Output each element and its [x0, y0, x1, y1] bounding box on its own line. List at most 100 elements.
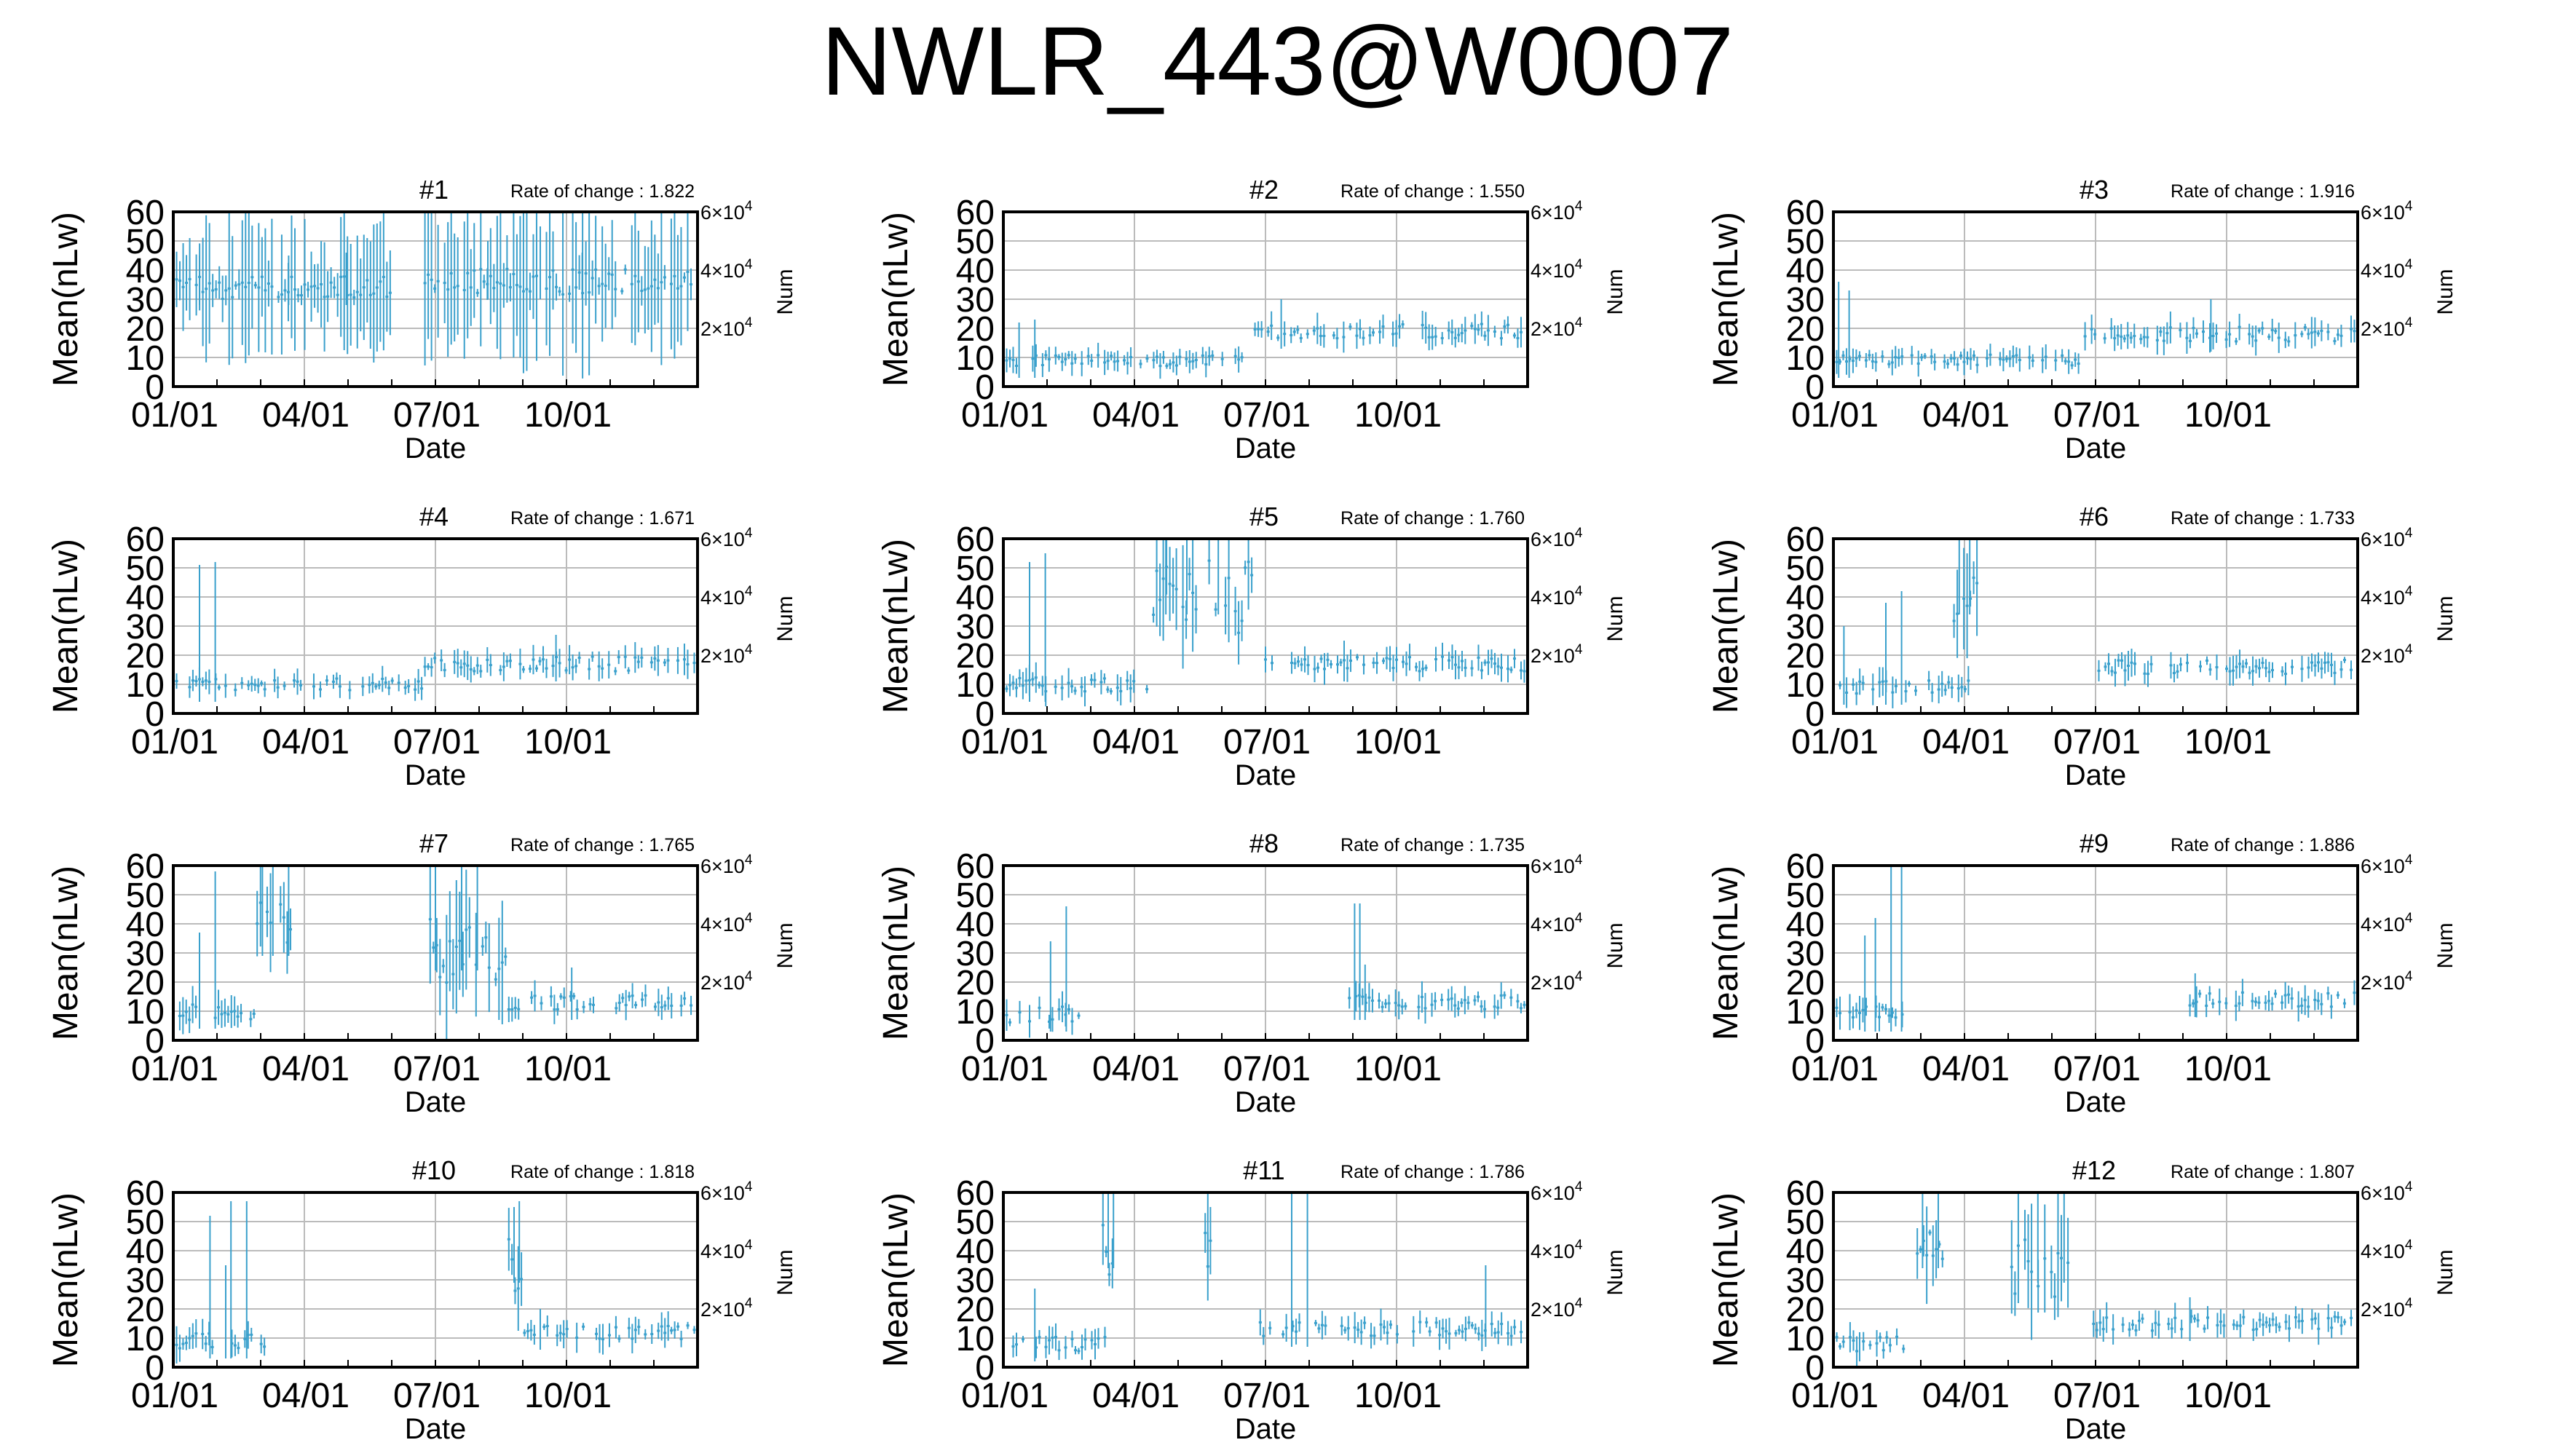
data-point — [178, 1015, 181, 1018]
data-point — [2280, 1001, 2284, 1004]
data-point — [263, 688, 266, 691]
y2-tick-label: 6×104 — [1531, 526, 1583, 550]
y-tick-label: 20 — [126, 964, 165, 1002]
series-marks — [1839, 539, 2353, 708]
x-tick-label: 04/01 — [262, 1377, 350, 1415]
x-tick-label: 04/01 — [1092, 1377, 1180, 1415]
data-point — [692, 1329, 696, 1332]
data-point — [1477, 656, 1480, 659]
data-point — [2264, 1001, 2267, 1004]
data-point — [2219, 1321, 2222, 1324]
data-point — [571, 268, 574, 271]
data-point — [2176, 670, 2179, 673]
data-point — [474, 963, 478, 966]
data-point — [598, 1337, 601, 1340]
data-point — [669, 282, 673, 285]
data-point — [650, 1333, 654, 1336]
data-point — [1107, 1273, 1111, 1276]
series-marks — [1002, 299, 1523, 379]
data-point — [2310, 661, 2313, 664]
x-tick-label: 07/01 — [393, 723, 481, 761]
data-point — [2101, 1328, 2105, 1331]
panel-title: #6 — [2080, 502, 2109, 531]
data-point — [1240, 620, 1244, 622]
data-point — [1284, 1326, 1288, 1329]
data-point — [427, 665, 430, 668]
data-point — [1835, 1006, 1839, 1009]
y-tick-label: 30 — [956, 608, 995, 646]
gridlines — [1833, 866, 2358, 1040]
y-tick-label: 30 — [956, 1262, 995, 1300]
data-point — [1402, 660, 1405, 663]
data-point — [2189, 1315, 2193, 1318]
data-point — [2192, 1002, 2195, 1005]
data-point — [1493, 331, 1496, 333]
data-point — [2170, 1327, 2173, 1330]
data-point — [2267, 670, 2271, 673]
data-point — [1364, 1001, 1367, 1004]
data-point — [682, 276, 686, 279]
data-point — [2313, 331, 2317, 333]
data-point — [1103, 361, 1107, 364]
data-point — [1868, 1344, 1872, 1347]
y-axis-label: Mean(nLw) — [877, 1192, 915, 1367]
data-point — [2103, 337, 2106, 340]
data-point — [1962, 360, 1966, 363]
data-point — [1463, 999, 1466, 1002]
data-point — [214, 288, 218, 290]
data-point — [2353, 330, 2356, 333]
x-axis-label: Date — [1235, 759, 1297, 791]
data-point — [1342, 336, 1346, 339]
series-marks — [178, 866, 693, 1040]
data-point — [2074, 358, 2077, 361]
data-point — [1438, 1334, 1442, 1337]
data-point — [2255, 1328, 2259, 1331]
panel-title: #12 — [2072, 1155, 2116, 1185]
y-tick-label: 60 — [1786, 847, 1825, 886]
x-tick-label: 10/01 — [2184, 1377, 2272, 1415]
data-point — [2193, 1317, 2197, 1320]
data-point — [1268, 1326, 1272, 1329]
data-point — [1139, 363, 1142, 365]
data-point — [2242, 1315, 2246, 1318]
data-point — [591, 655, 594, 658]
gridlines — [1003, 212, 1528, 387]
y-tick-label: 0 — [975, 695, 995, 734]
y-tick-label: 20 — [956, 310, 995, 349]
data-point — [362, 286, 366, 289]
data-point — [443, 282, 446, 285]
data-point — [1480, 1005, 1483, 1008]
data-point — [2313, 1317, 2317, 1320]
data-point — [2143, 672, 2147, 675]
data-point — [231, 296, 234, 298]
y-tick-label: 60 — [126, 521, 165, 559]
data-point — [1848, 1336, 1852, 1339]
data-point — [595, 1332, 599, 1335]
data-point — [633, 1329, 637, 1332]
data-point — [2107, 662, 2110, 665]
data-point — [269, 921, 272, 924]
data-point — [385, 296, 389, 298]
y-tick-label: 10 — [956, 339, 995, 378]
data-point — [1372, 661, 1375, 664]
data-point — [556, 1008, 559, 1010]
y2-tick-label: 2×104 — [1531, 315, 1583, 340]
data-point — [2297, 1320, 2301, 1323]
data-point — [577, 271, 581, 274]
data-point — [1956, 687, 1960, 690]
data-point — [518, 662, 522, 665]
y-tick-label: 0 — [145, 695, 165, 734]
data-point — [505, 660, 509, 662]
data-point — [1260, 328, 1263, 331]
data-point — [1493, 1005, 1496, 1008]
data-point — [623, 268, 627, 271]
data-point — [1070, 1337, 1074, 1340]
data-point — [1073, 689, 1077, 692]
data-point — [2300, 668, 2304, 670]
data-point — [282, 916, 285, 919]
data-point — [1477, 1332, 1480, 1335]
data-point — [1450, 656, 1454, 659]
data-point — [2185, 336, 2189, 339]
